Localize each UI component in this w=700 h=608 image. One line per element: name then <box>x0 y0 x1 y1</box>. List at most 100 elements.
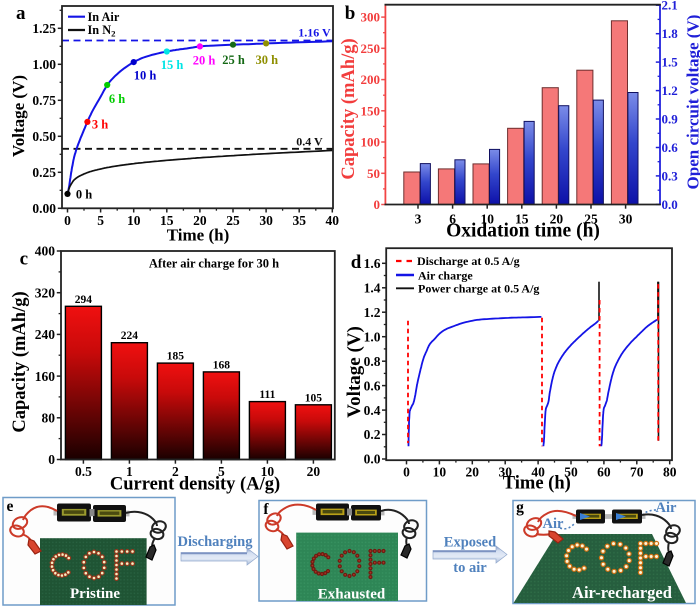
svg-text:0.8: 0.8 <box>364 354 381 369</box>
svg-text:Oxidation time (h): Oxidation time (h) <box>446 221 600 242</box>
svg-text:Discharge at 0.5 A/g: Discharge at 0.5 A/g <box>417 254 520 268</box>
svg-text:40: 40 <box>326 213 340 228</box>
svg-text:0.50: 0.50 <box>32 129 56 144</box>
svg-text:c: c <box>20 249 28 270</box>
svg-text:Air: Air <box>656 500 678 516</box>
svg-text:e: e <box>7 498 14 515</box>
svg-text:15 h: 15 h <box>161 58 184 72</box>
svg-text:3: 3 <box>415 212 422 227</box>
svg-text:320: 320 <box>35 285 56 300</box>
svg-text:0.3: 0.3 <box>662 168 679 183</box>
svg-text:80: 80 <box>663 465 677 480</box>
svg-text:Time (h): Time (h) <box>167 226 230 245</box>
svg-text:Discharging: Discharging <box>178 534 254 550</box>
svg-text:g: g <box>516 499 524 516</box>
svg-text:0.0: 0.0 <box>364 452 381 467</box>
svg-text:0.4: 0.4 <box>364 403 381 418</box>
svg-text:150: 150 <box>361 103 381 118</box>
svg-text:0.25: 0.25 <box>32 165 56 180</box>
svg-text:10: 10 <box>480 212 494 227</box>
svg-text:Air-recharged: Air-recharged <box>572 583 672 602</box>
svg-text:1: 1 <box>126 464 133 479</box>
svg-text:0 h: 0 h <box>76 188 92 202</box>
svg-text:In N2: In N2 <box>88 23 117 38</box>
svg-text:Exhausted: Exhausted <box>318 587 386 603</box>
svg-text:20: 20 <box>193 213 207 228</box>
svg-text:105: 105 <box>305 392 323 404</box>
svg-text:Power charge at 0.5 A/g: Power charge at 0.5 A/g <box>418 282 539 296</box>
svg-text:10: 10 <box>261 464 275 479</box>
svg-text:224: 224 <box>121 330 139 342</box>
svg-text:0.6: 0.6 <box>662 140 679 155</box>
svg-text:5: 5 <box>218 464 225 479</box>
svg-text:Open circuit voltage (V): Open circuit voltage (V) <box>684 15 700 190</box>
svg-text:1.4: 1.4 <box>364 281 381 296</box>
svg-text:1.6: 1.6 <box>364 256 381 271</box>
svg-text:Time (h): Time (h) <box>503 474 571 494</box>
svg-text:168: 168 <box>213 359 231 371</box>
svg-text:1.8: 1.8 <box>662 26 679 41</box>
svg-text:Air: Air <box>543 516 565 532</box>
svg-text:30: 30 <box>619 212 633 227</box>
svg-text:50: 50 <box>367 166 380 181</box>
svg-text:300: 300 <box>361 10 381 25</box>
svg-text:10: 10 <box>433 465 447 480</box>
svg-text:d: d <box>351 252 362 273</box>
svg-text:6 h: 6 h <box>109 92 125 106</box>
svg-text:60: 60 <box>597 465 611 480</box>
svg-text:1.25: 1.25 <box>32 21 56 36</box>
svg-text:25: 25 <box>226 213 240 228</box>
svg-text:20 h: 20 h <box>193 54 216 68</box>
svg-text:80: 80 <box>42 411 56 426</box>
svg-text:40: 40 <box>531 465 545 480</box>
svg-text:1.16 V: 1.16 V <box>298 26 331 40</box>
svg-text:1.5: 1.5 <box>662 55 679 70</box>
svg-text:In Air: In Air <box>88 10 120 24</box>
svg-text:70: 70 <box>630 465 644 480</box>
svg-text:30: 30 <box>498 465 512 480</box>
svg-text:Capacity (mAh/g): Capacity (mAh/g) <box>339 38 359 179</box>
svg-text:0.0: 0.0 <box>662 197 678 212</box>
svg-text:1.2: 1.2 <box>662 83 678 98</box>
svg-text:15: 15 <box>160 213 174 228</box>
svg-text:0.2: 0.2 <box>364 427 381 442</box>
svg-text:to air: to air <box>453 560 487 576</box>
svg-text:0.00: 0.00 <box>32 201 56 216</box>
svg-text:0: 0 <box>374 197 381 212</box>
svg-text:0.5: 0.5 <box>75 464 92 479</box>
svg-text:294: 294 <box>75 294 93 306</box>
svg-text:0.4 V: 0.4 V <box>296 135 323 149</box>
svg-text:0.75: 0.75 <box>32 93 56 108</box>
svg-text:Voltage (V): Voltage (V) <box>344 326 365 418</box>
svg-text:25: 25 <box>584 212 598 227</box>
svg-text:250: 250 <box>361 41 381 56</box>
svg-text:Air charge: Air charge <box>418 268 473 282</box>
svg-text:0: 0 <box>64 213 71 228</box>
svg-text:30 h: 30 h <box>256 53 279 67</box>
svg-text:Pristine: Pristine <box>70 586 120 602</box>
svg-text:20: 20 <box>466 465 480 480</box>
svg-text:20: 20 <box>550 212 564 227</box>
svg-text:240: 240 <box>35 327 56 342</box>
svg-text:111: 111 <box>259 389 275 401</box>
svg-text:400: 400 <box>35 244 56 259</box>
svg-text:0.9: 0.9 <box>662 112 679 127</box>
svg-text:20: 20 <box>307 464 321 479</box>
svg-text:1.0: 1.0 <box>364 329 381 344</box>
svg-text:1.00: 1.00 <box>32 57 56 72</box>
svg-text:Capacity (mAh/g): Capacity (mAh/g) <box>10 291 30 432</box>
svg-text:10: 10 <box>127 213 141 228</box>
svg-text:0.6: 0.6 <box>364 378 381 393</box>
svg-text:0: 0 <box>48 452 55 467</box>
svg-text:f: f <box>263 501 269 518</box>
svg-text:1.2: 1.2 <box>364 305 381 320</box>
svg-text:3 h: 3 h <box>92 118 108 132</box>
svg-text:100: 100 <box>361 135 381 150</box>
svg-text:185: 185 <box>167 351 185 363</box>
svg-text:2: 2 <box>172 464 179 479</box>
svg-text:2.1: 2.1 <box>662 0 678 13</box>
svg-text:25 h: 25 h <box>222 53 245 67</box>
svg-text:200: 200 <box>361 72 381 87</box>
svg-text:35: 35 <box>292 213 306 228</box>
svg-text:160: 160 <box>35 369 56 384</box>
